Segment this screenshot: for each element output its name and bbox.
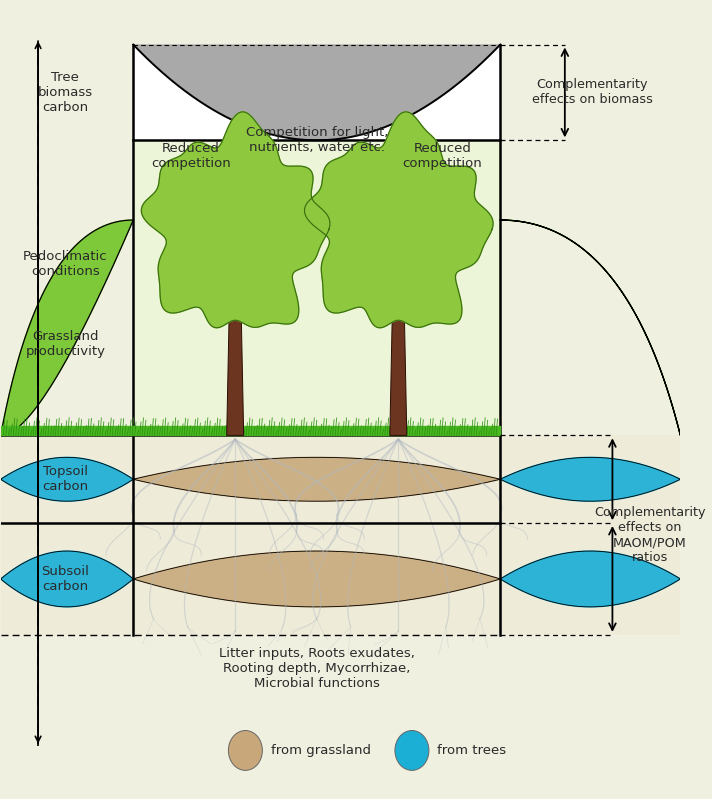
Polygon shape [133,457,501,501]
Bar [133,141,501,435]
Text: Reduced
competition: Reduced competition [151,142,231,170]
Polygon shape [501,551,681,607]
Text: Litter inputs, Roots exudates,
Rooting depth, Mycorrhizae,
Microbial functions: Litter inputs, Roots exudates, Rooting d… [219,646,414,690]
Text: Grassland
productivity: Grassland productivity [25,330,105,358]
Text: Topsoil
carbon: Topsoil carbon [42,465,88,493]
Text: from grassland: from grassland [271,744,370,757]
Polygon shape [1,551,133,607]
Text: from trees: from trees [437,744,506,757]
Text: Competition for light,
nutrients, water etc.: Competition for light, nutrients, water … [246,126,388,154]
Circle shape [229,730,263,770]
Text: Pedoclimatic
conditions: Pedoclimatic conditions [23,250,108,278]
Bar [133,45,501,141]
Text: Complementarity
effects on biomass: Complementarity effects on biomass [532,78,652,106]
Polygon shape [389,284,407,435]
Polygon shape [1,220,133,435]
Polygon shape [501,220,681,435]
Text: Reduced
competition: Reduced competition [402,142,482,170]
Circle shape [395,730,429,770]
Polygon shape [1,457,133,501]
Text: Subsoil
carbon: Subsoil carbon [41,565,89,593]
Polygon shape [501,457,681,501]
Polygon shape [305,112,493,328]
Bar [1,435,681,634]
Polygon shape [133,551,501,607]
Bar [1,45,681,634]
Text: Complementarity
effects on
MAOM/POM
ratios: Complementarity effects on MAOM/POM rati… [594,506,706,564]
Polygon shape [226,284,244,435]
Polygon shape [142,112,330,328]
Text: Tree
biomass
carbon: Tree biomass carbon [38,71,93,114]
